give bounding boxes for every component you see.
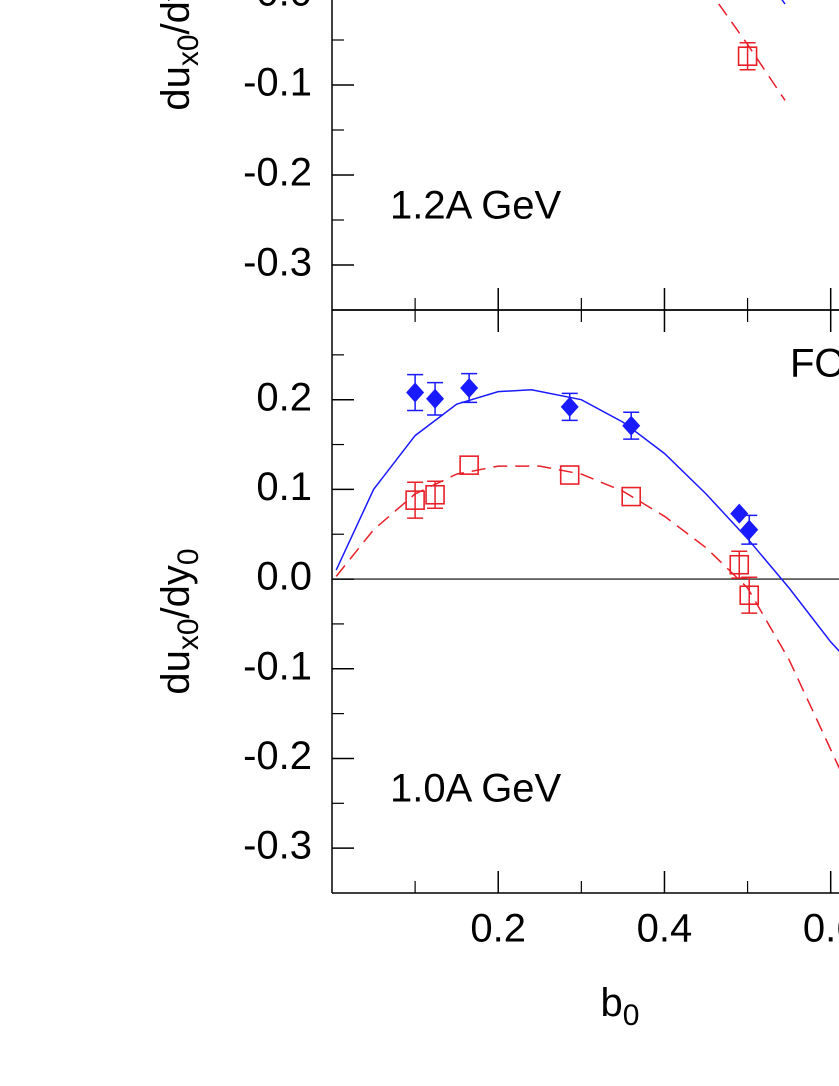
y-tick-label: -0.3 [243, 241, 312, 285]
marker-square [405, 490, 425, 510]
panel-label: 1.0A GeV [390, 767, 562, 811]
x-axis-label: b0 [601, 981, 640, 1032]
marker-square [621, 486, 642, 507]
label-subscript: 0 [623, 999, 640, 1032]
label-subscript: x0 [172, 34, 205, 66]
error-bar [741, 576, 758, 614]
marker-diamond [560, 396, 579, 417]
panel-label: 1.2A GeV [390, 184, 562, 228]
y-axis-label: dux0/dy0 [154, 0, 205, 111]
marker-square [425, 484, 445, 505]
marker-diamond [740, 519, 759, 540]
y-tick-label: 0.0 [256, 0, 312, 15]
label-text: du [154, 66, 198, 111]
curve [335, 389, 839, 652]
y-axis-label: dux0/dy0 [154, 548, 205, 694]
panel-tag: FO [790, 342, 839, 386]
marker-diamond [460, 378, 479, 399]
y-tick-label: 0.1 [256, 465, 312, 509]
marker-diamond [730, 503, 749, 524]
marker-square [737, 46, 758, 67]
y-tick-label: 0.2 [256, 375, 312, 419]
marker-square [459, 455, 479, 475]
error-bar [407, 481, 424, 519]
x-tick-label: 0.4 [637, 907, 693, 951]
label-text: du [154, 650, 198, 695]
marker-square [559, 465, 580, 485]
label-text: b [601, 981, 623, 1025]
curve [781, 0, 786, 5]
x-tick-label: 0.6 [803, 907, 839, 951]
label-subscript: x0 [172, 618, 205, 650]
x-tick-label: 0.2 [470, 907, 526, 951]
marker-diamond [406, 382, 425, 403]
y-tick-label: -0.1 [243, 61, 312, 105]
label-text: /dy [154, 0, 198, 34]
y-tick-label: -0.1 [243, 644, 312, 688]
y-tick-label: 0.0 [256, 555, 312, 599]
curve [335, 465, 839, 770]
label-subscript: 0 [172, 548, 205, 565]
curve [715, 0, 786, 101]
y-tick-label: -0.3 [243, 824, 312, 868]
label-text: /dy [154, 565, 198, 618]
y-tick-label: -0.2 [243, 734, 312, 778]
y-tick-label: -0.2 [243, 151, 312, 195]
marker-diamond [426, 388, 445, 409]
marker-square [729, 554, 750, 575]
marker-diamond [622, 415, 641, 436]
marker-square [739, 585, 760, 606]
